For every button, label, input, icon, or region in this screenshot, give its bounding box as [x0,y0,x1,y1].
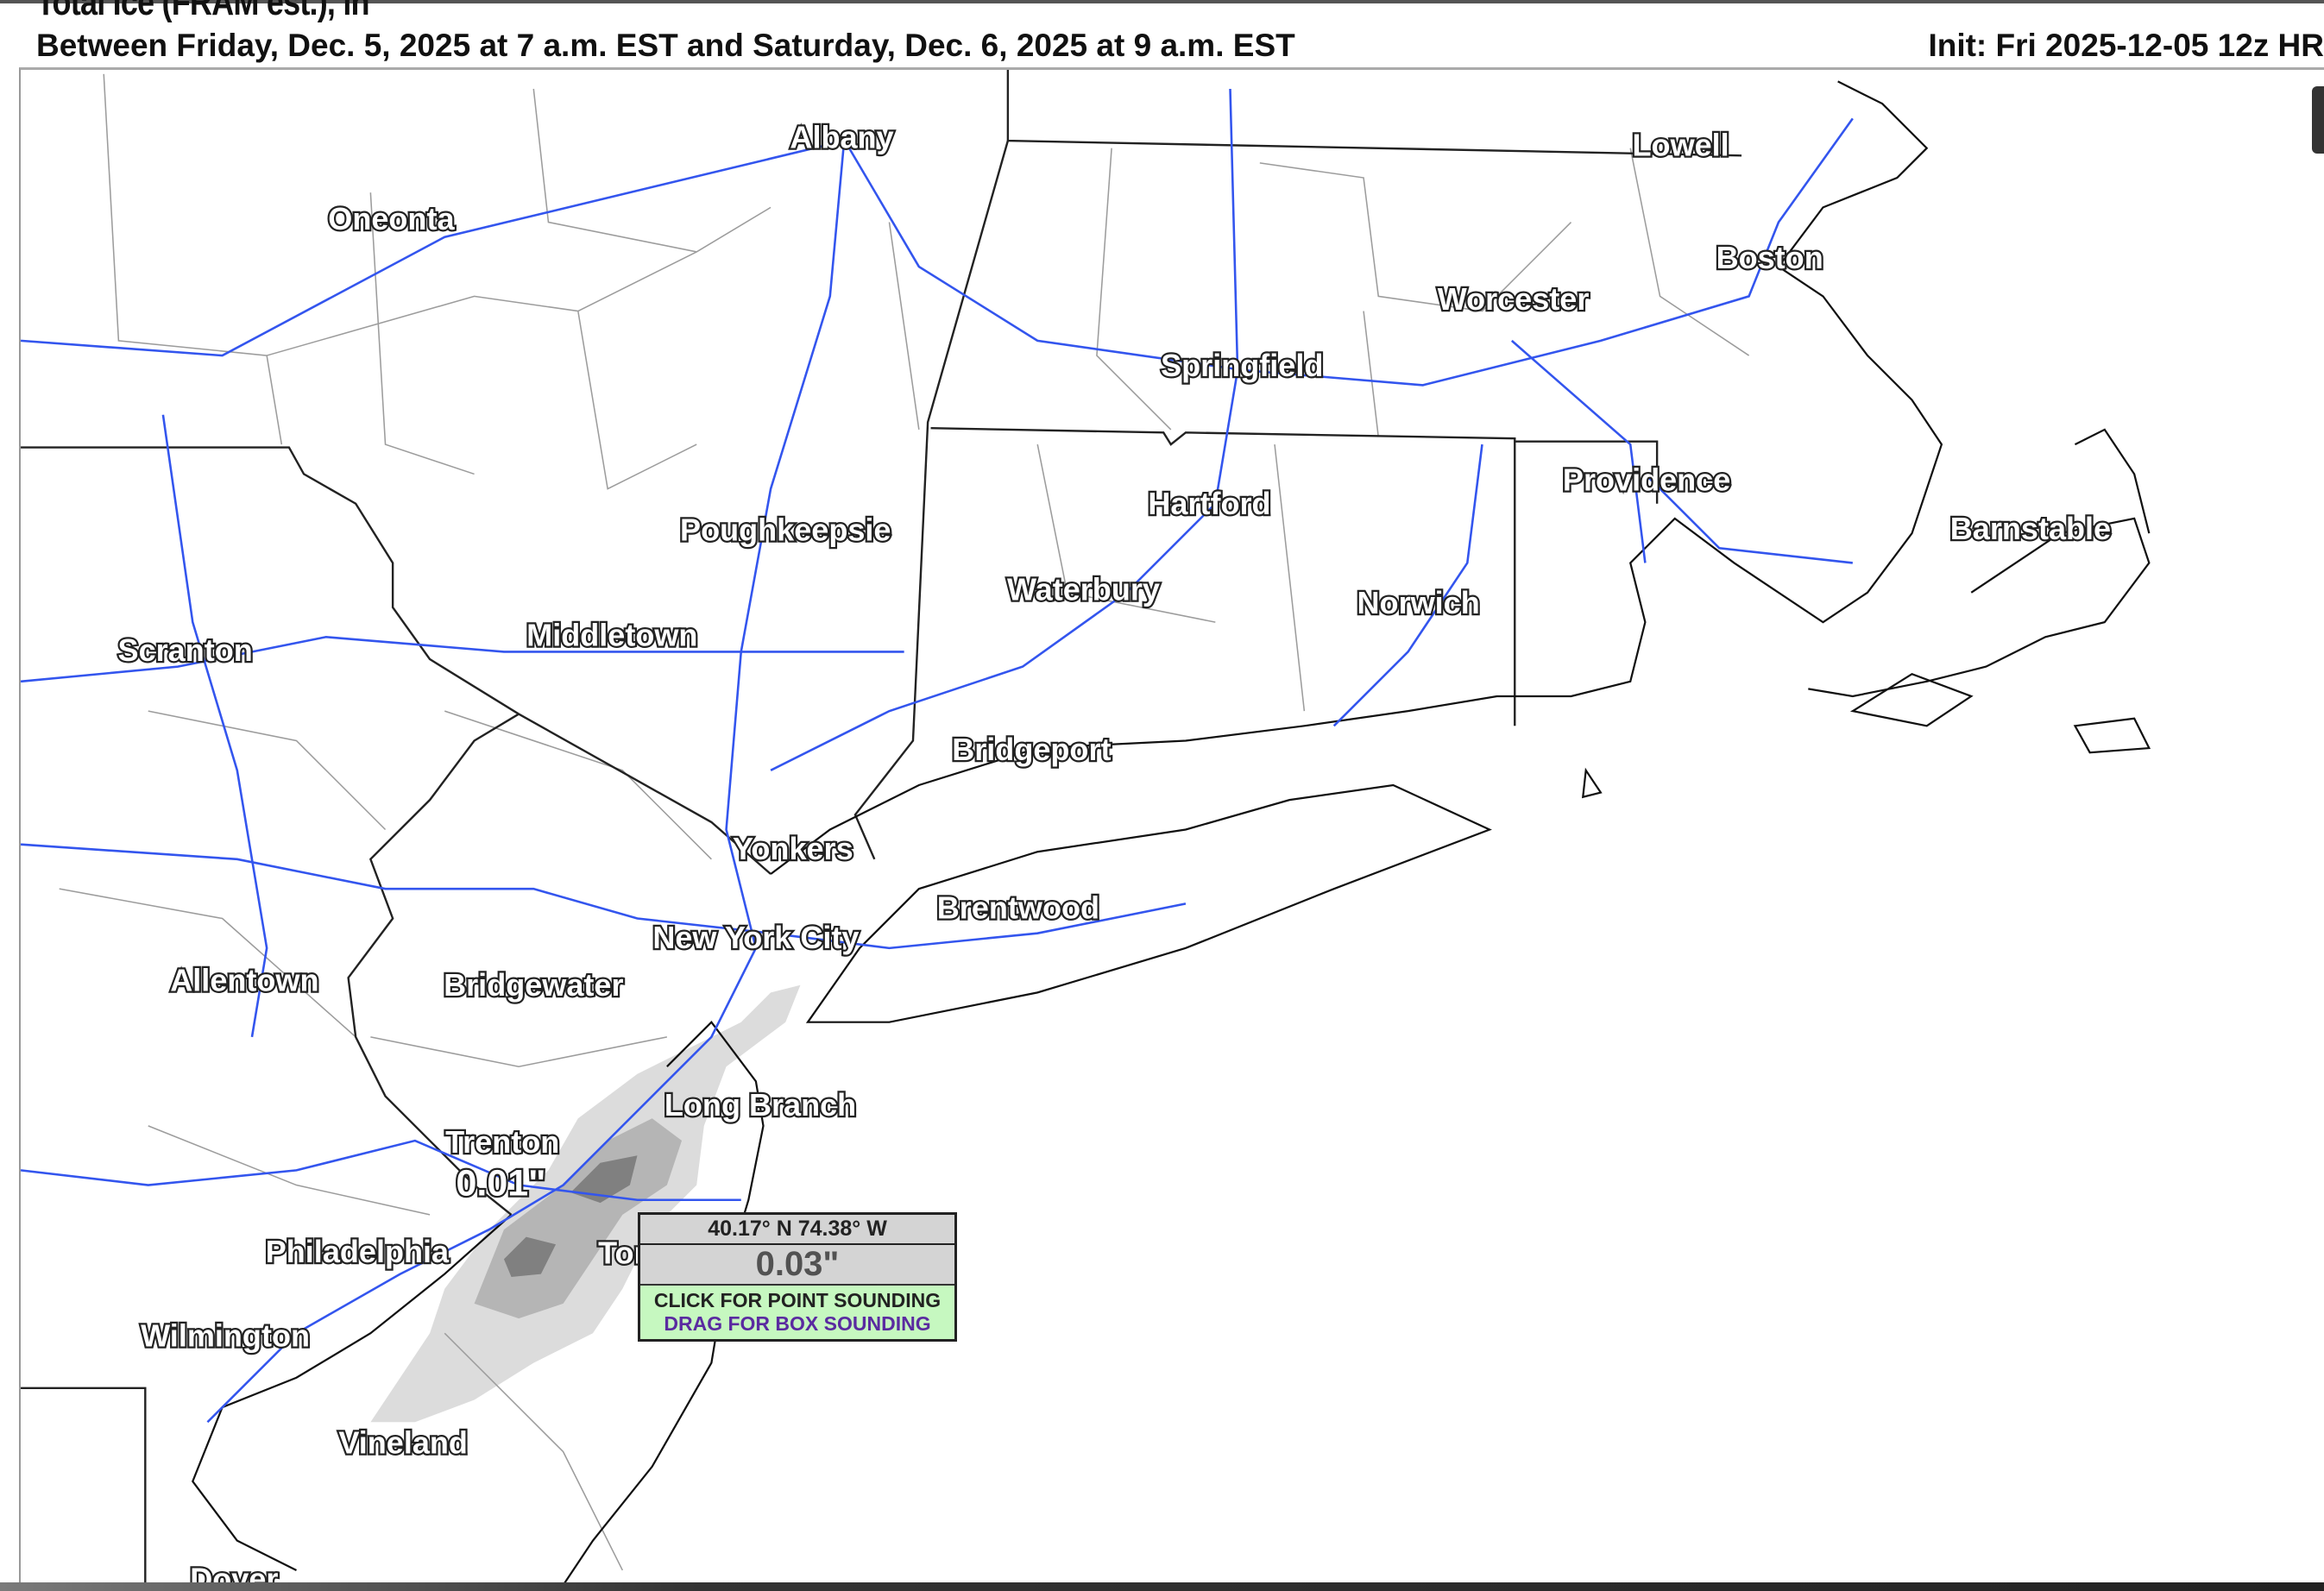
timeline-bar[interactable] [0,1582,2324,1591]
city-label: Worcester [1438,281,1590,317]
highways [20,88,1854,1424]
city-label: Wilmington [141,1318,310,1354]
city-label: Hartford [1148,486,1270,521]
city-label: Poughkeepsie [680,513,891,548]
city-label: Oneonta [328,201,455,236]
point-value-label: 0.01" [457,1163,546,1204]
city-label: Philadelphia [266,1234,450,1269]
city-label: Lowell [1633,127,1729,162]
state-borders [21,69,1742,1586]
city-label: Albany [790,120,893,155]
ice-area-dark [503,1155,638,1278]
city-label: Waterbury [1007,571,1160,607]
city-label: Norwich [1357,585,1480,620]
side-panel-handle[interactable] [2312,86,2324,154]
init-time: Init: Fri 2025-12-05 12z HR [1928,28,2324,63]
county-borders [59,73,1750,1571]
top-bar [0,0,2324,3]
sounding-actions[interactable]: CLICK FOR POINT SOUNDING DRAG FOR BOX SO… [640,1286,954,1339]
valid-period: Between Friday, Dec. 5, 2025 at 7 a.m. E… [36,28,1295,63]
city-label: Springfield [1161,348,1323,383]
city-label: Vineland [338,1424,468,1460]
city-label: Scranton [118,632,253,668]
box-sounding-hint[interactable]: DRAG FOR BOX SOUNDING [664,1312,931,1335]
city-labels: Albany Oneonta Lowell Boston Worcester S… [116,117,2113,1591]
city-label: Providence [1563,462,1730,497]
cursor-coordinates: 40.17° N 74.38° W [640,1215,954,1245]
map-title: Total Ice (FRAM est.), in [36,0,370,23]
city-label: Trenton [445,1124,559,1160]
cursor-readout[interactable]: 40.17° N 74.38° W 0.03" CLICK FOR POINT … [638,1212,957,1342]
city-label: Boston [1716,240,1823,275]
city-label: Barnstable [1950,511,2111,546]
cursor-value: 0.03" [640,1245,954,1286]
city-label: Yonkers [733,831,853,866]
ice-shading [370,984,801,1423]
point-sounding-hint[interactable]: CLICK FOR POINT SOUNDING [653,1289,942,1311]
city-label: New York City [652,920,859,955]
city-label: Bridgeport [952,732,1111,767]
city-label: Brentwood [937,890,1099,926]
city-label: Middletown [526,618,697,653]
city-label: Long Branch [664,1087,856,1123]
city-label: Allentown [170,963,318,998]
city-label: Bridgewater [444,967,623,1003]
coastline [192,80,2151,1586]
